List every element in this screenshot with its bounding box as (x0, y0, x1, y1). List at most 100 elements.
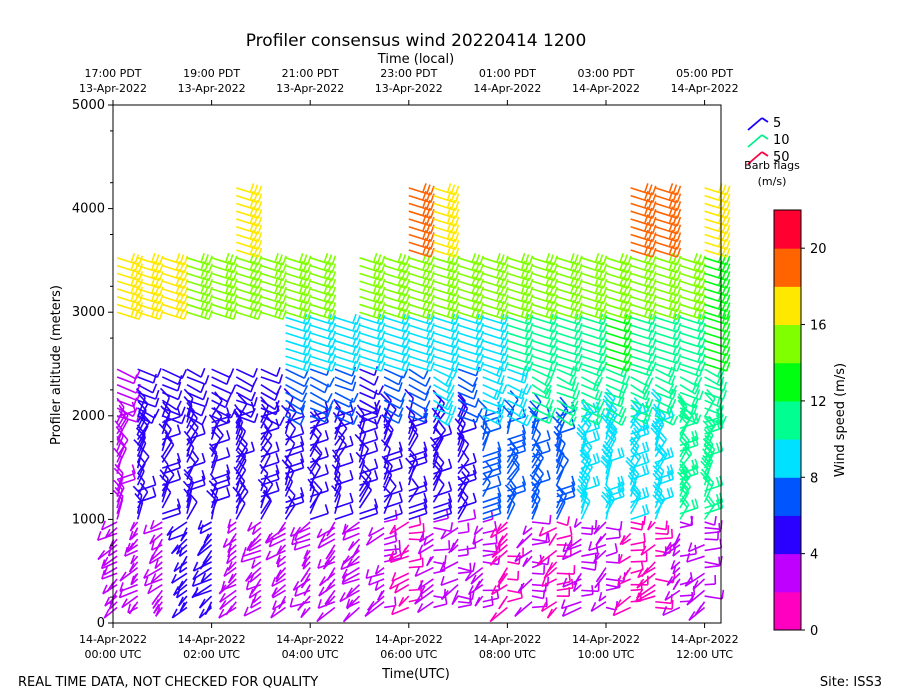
barb-flag (528, 330, 534, 341)
wind-barb (260, 368, 278, 378)
wind-barb (482, 561, 499, 566)
barb-flag (292, 580, 300, 591)
barb-flag (577, 278, 583, 289)
barb-flag (449, 384, 455, 395)
barb-flag (276, 545, 283, 555)
wind-barb (507, 438, 526, 447)
barb-flag (232, 255, 238, 266)
barb-flag (356, 338, 361, 348)
barb-flag (454, 302, 460, 312)
barb-flag (536, 555, 545, 566)
wind-barb (432, 471, 443, 492)
barb-flag (350, 375, 356, 385)
wind-barb (162, 467, 181, 475)
wind-barb (491, 544, 508, 559)
barb-flag (132, 485, 143, 496)
wind-barb (116, 496, 124, 514)
wind-barb (342, 578, 360, 585)
barb-flag (725, 201, 731, 211)
barb-flag (569, 526, 573, 536)
wind-barb (514, 549, 533, 563)
wind-barb (235, 491, 249, 509)
wind-barb (630, 384, 646, 395)
wind-barb (679, 521, 692, 527)
barb-flag (591, 585, 594, 595)
barb-flag (703, 443, 714, 454)
wind-barb (116, 376, 135, 385)
barb-flag (251, 583, 259, 594)
barb-flag (422, 523, 425, 533)
wind-barb (334, 501, 354, 509)
wind-barb (662, 544, 681, 557)
barb-flag (327, 254, 333, 264)
wind-barb (235, 469, 247, 486)
wind-barb (605, 415, 623, 427)
barb-flag (209, 473, 218, 483)
barb-flag (275, 464, 280, 474)
wind-barb (482, 542, 497, 546)
wind-barb (290, 600, 311, 608)
barb-flag (181, 369, 188, 379)
barb-flag (490, 595, 494, 606)
barb-flag (545, 532, 549, 542)
wind-barb (383, 501, 403, 509)
barb-flag (672, 184, 678, 194)
barb-flag (399, 399, 405, 409)
wind-barb (433, 368, 454, 380)
wind-barb (506, 493, 517, 509)
barb-flag (374, 498, 379, 508)
barb-flag (106, 582, 114, 593)
barb-flag (339, 592, 346, 602)
barb-flag (701, 361, 706, 372)
barb-flag (245, 571, 253, 582)
barb-flag (306, 271, 312, 281)
barb-flag (725, 309, 731, 320)
barb-flag (380, 255, 386, 266)
wind-barb (433, 569, 445, 575)
barb-flag (602, 294, 608, 304)
barb-flag (503, 315, 509, 325)
barb-flag (454, 224, 460, 234)
barb-flag (430, 208, 435, 219)
wind-barb (433, 603, 447, 609)
barb-flag (243, 606, 249, 617)
wind-barb (470, 572, 484, 585)
wind-barb (408, 368, 425, 380)
barb-flag (155, 607, 161, 617)
barb-flag (176, 452, 182, 463)
wind-barb (457, 368, 477, 377)
wind-barb (472, 538, 484, 545)
barb-flag (514, 552, 521, 562)
wind-barb (210, 400, 223, 418)
y-tick-label: 5000 (72, 98, 105, 113)
barb-flag (645, 390, 651, 401)
wind-barb (147, 583, 163, 595)
wind-barb (605, 551, 618, 557)
wind-barb (358, 461, 366, 480)
barb-flag (227, 573, 234, 584)
barb-flag (701, 322, 706, 333)
barb-flag (527, 406, 538, 417)
barb-flag (705, 439, 716, 451)
wind-barb (219, 589, 237, 603)
barb-flag (672, 538, 681, 549)
barb-flag (282, 286, 287, 297)
wind-barb (235, 391, 252, 402)
wind-barb (334, 494, 341, 514)
wind-barb (368, 578, 385, 586)
wind-barb (662, 606, 681, 617)
wind-barb (482, 518, 493, 523)
barb-flag (128, 530, 134, 541)
wind-barb (555, 420, 566, 440)
barb-flag (647, 184, 653, 194)
x-tick-time: 04:00 UTC (282, 648, 339, 661)
barb-flag (257, 286, 263, 297)
barb-flag (528, 294, 534, 304)
barb-flag (577, 294, 583, 304)
barb-flag (503, 255, 509, 266)
wind-barb (101, 561, 118, 570)
barb-flag (405, 286, 411, 297)
barb-flag (104, 528, 111, 539)
wind-barb (248, 544, 262, 552)
barb-flag (225, 605, 233, 616)
